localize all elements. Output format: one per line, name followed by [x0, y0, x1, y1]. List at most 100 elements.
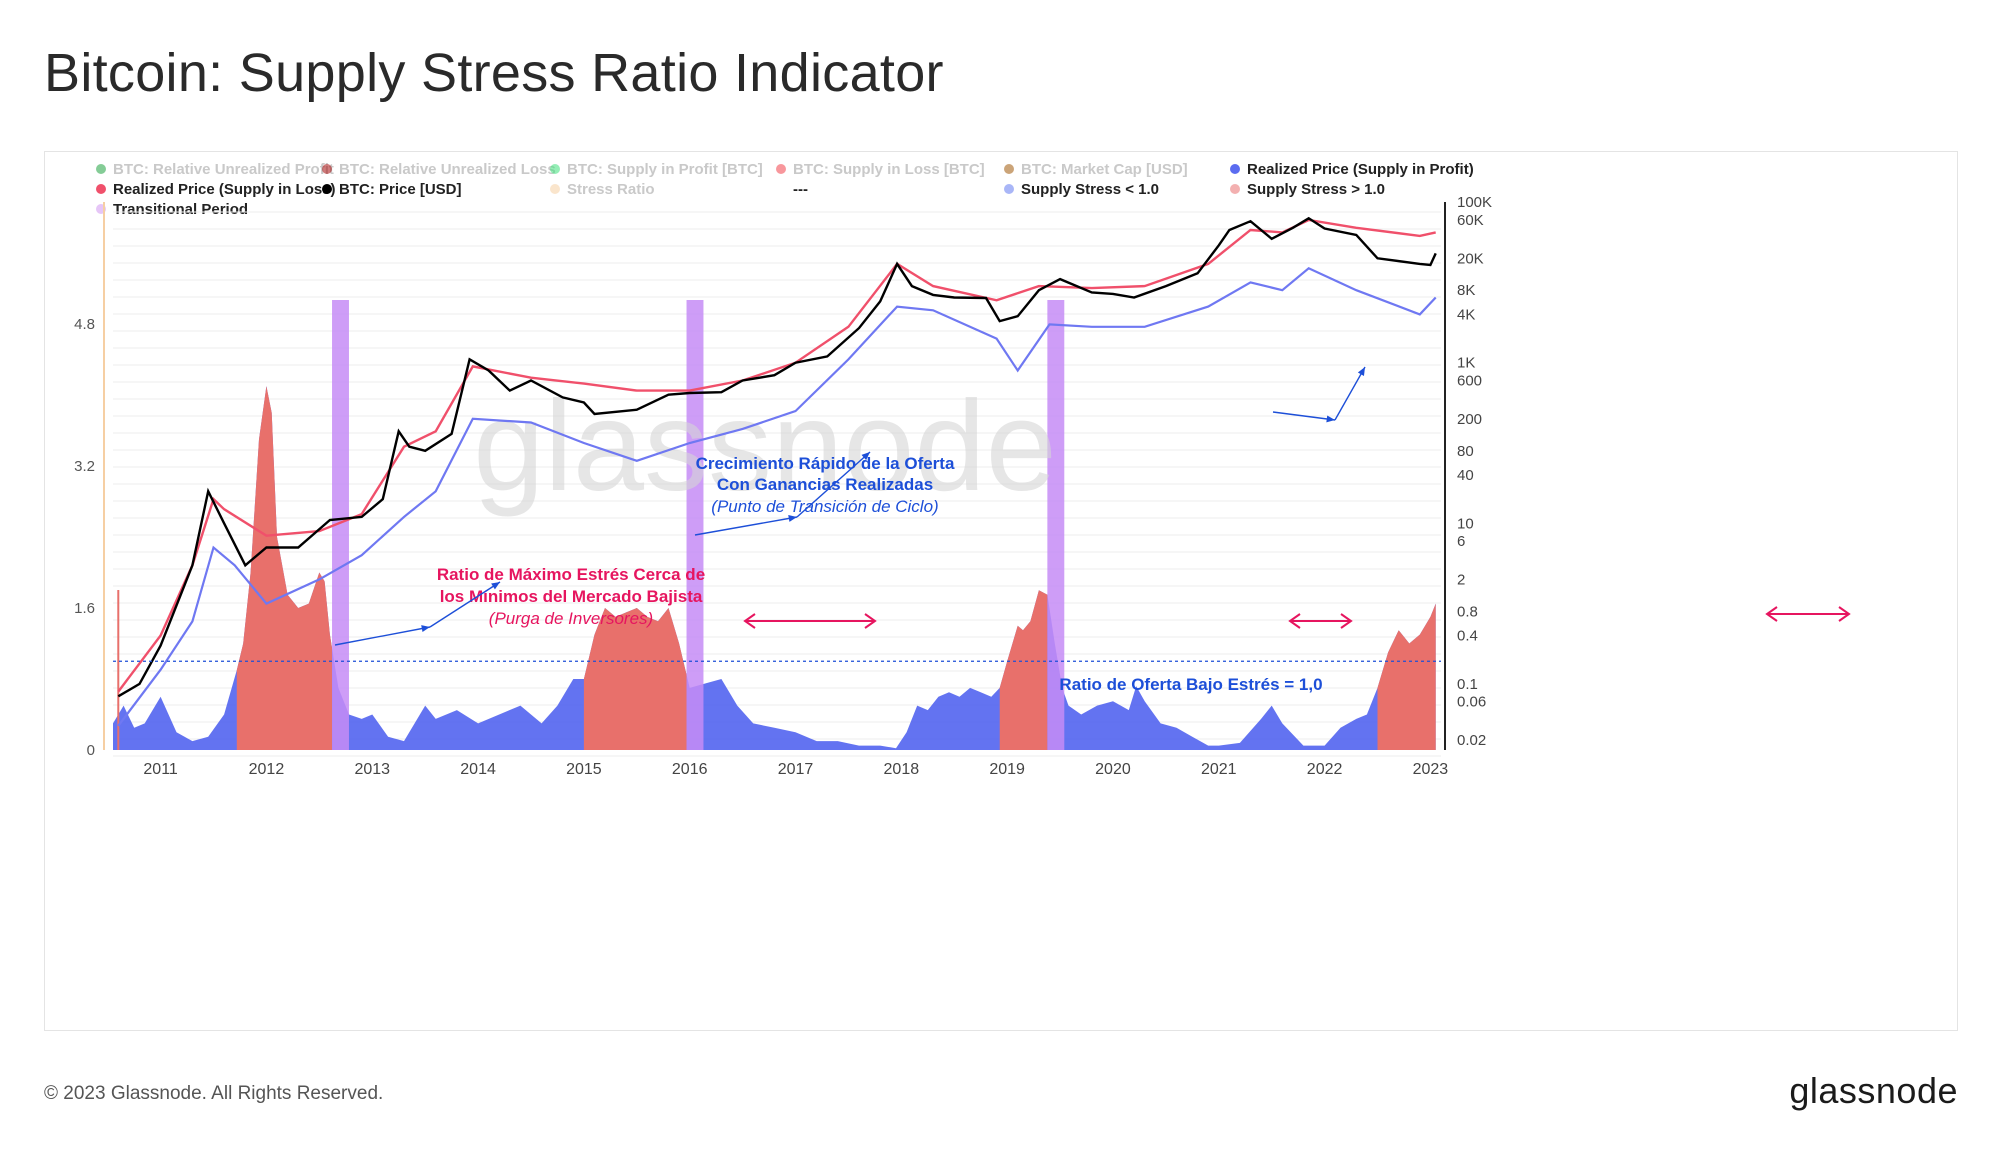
legend-label-4: BTC: Market Cap [USD]	[1021, 161, 1188, 178]
legend-label-9: ---	[793, 181, 808, 198]
y-right-tick-6: 6	[1457, 533, 1465, 550]
arrow-2012-b-head	[491, 582, 500, 590]
range-arrow-2022-head-1	[1838, 606, 1851, 622]
y-right-tick-8K: 8K	[1457, 282, 1475, 299]
legend-label-8: Stress Ratio	[567, 181, 655, 198]
chart-frame: BTC: Relative Unrealized Profit BTC: Rela…	[44, 151, 1958, 1031]
legend-marker-5	[1230, 164, 1240, 174]
y-right-tick-10: 10	[1457, 515, 1474, 532]
arrow-2012-a-head	[421, 625, 430, 632]
arrow-2012-b	[429, 581, 501, 628]
x-tick-2011: 2011	[143, 761, 178, 778]
x-tick-2012: 2012	[249, 761, 285, 778]
x-tick-2023: 2023	[1413, 761, 1449, 778]
y-right-tick-0.1: 0.1	[1457, 676, 1478, 693]
transitional-period-band-2	[1047, 300, 1065, 750]
y-left-tick-1.6: 1.6	[74, 600, 95, 617]
y-right-tick-200: 200	[1457, 411, 1482, 428]
y-right-tick-80: 80	[1457, 443, 1474, 460]
y-right-tick-2: 2	[1457, 571, 1465, 588]
range-arrow-2015-head-1	[864, 613, 877, 629]
annotations: Crecimiento Rápido de la Oferta Con Ganan…	[334, 366, 1851, 694]
y-right-tick-0.02: 0.02	[1457, 732, 1486, 749]
legend-label-10: Supply Stress < 1.0	[1021, 181, 1159, 198]
stress-area-above-1-2	[999, 590, 1048, 750]
x-tick-2016: 2016	[672, 761, 708, 778]
y-right-tick-1K: 1K	[1457, 355, 1475, 372]
legend-label-6: Realized Price (Supply in Loss)	[113, 181, 336, 198]
x-tick-2021: 2021	[1201, 761, 1237, 778]
x-tick-2018: 2018	[884, 761, 920, 778]
x-tick-2015: 2015	[566, 761, 602, 778]
annotation-max-stress-sub: (Purga de Inversores)	[489, 609, 653, 628]
arrow-2019-b-head	[1357, 367, 1365, 376]
annotation-max-stress-2: los Mínimos del Mercado Bajista	[440, 587, 703, 606]
arrow-2019-a-head	[1326, 415, 1335, 423]
annotation-rapid-growth-1: Crecimiento Rápido de la Oferta	[696, 454, 955, 473]
annotation-rapid-growth-2: Con Ganancias Realizadas	[717, 475, 933, 494]
legend-label-3: BTC: Supply in Loss [BTC]	[793, 161, 985, 178]
copyright: © 2023 Glassnode. All Rights Reserved.	[44, 1083, 384, 1104]
arrow-2016-b-head	[861, 452, 870, 461]
transitional-period-band-0	[332, 300, 349, 750]
y-right-tick-40: 40	[1457, 467, 1474, 484]
x-tick-2017: 2017	[778, 761, 814, 778]
arrow-2016-a-head	[788, 514, 797, 522]
arrow-2019-b	[1334, 366, 1366, 421]
range-arrow-2022-head-0	[1765, 606, 1778, 622]
x-tick-2013: 2013	[354, 761, 390, 778]
range-arrow-2019-head-0	[1288, 613, 1301, 629]
legend-label-7: BTC: Price [USD]	[339, 181, 462, 198]
legend-label-11: Supply Stress > 1.0	[1247, 181, 1385, 198]
y-right-tick-600: 600	[1457, 373, 1482, 390]
legend-label-12: Transitional Period	[113, 201, 248, 218]
arrow-2016-b	[796, 451, 871, 518]
legend-marker-7	[322, 184, 332, 194]
legend-marker-2	[550, 164, 560, 174]
chart-svg[interactable]: BTC: Relative Unrealized Profit BTC: Rela…	[45, 152, 1957, 1030]
legend-label-1: BTC: Relative Unrealized Loss	[339, 161, 556, 178]
y-right-tick-0.06: 0.06	[1457, 694, 1486, 711]
y-right-tick-0.8: 0.8	[1457, 603, 1478, 620]
axes: 0 1.6 3.2 4.8 0.02 0.060.1 0.4 0.8 2 610 40 80 200 60…	[74, 194, 1492, 778]
price-lines	[113, 216, 1441, 727]
legend-marker-11	[1230, 184, 1240, 194]
legend-marker-3	[776, 164, 786, 174]
realized-price-profit-line	[117, 267, 1437, 727]
legend-marker-6	[96, 184, 106, 194]
legend-marker-4	[1004, 164, 1014, 174]
annotation-rapid-growth-sub: (Punto de Transición de Ciclo)	[711, 497, 938, 516]
page-title: Bitcoin: Supply Stress Ratio Indicator	[44, 43, 944, 103]
btc-price-line	[117, 216, 1437, 698]
range-arrow-2015-head-0	[743, 613, 756, 629]
stress-area-above-1-3	[1377, 603, 1436, 750]
range-arrow-2019-head-1	[1340, 613, 1353, 629]
legend-label-2: BTC: Supply in Profit [BTC]	[567, 161, 763, 178]
x-tick-2019: 2019	[989, 761, 1025, 778]
y-right-tick-20K: 20K	[1457, 250, 1484, 267]
arrow-2012-a	[334, 626, 431, 646]
y-right-tick-60K: 60K	[1457, 212, 1484, 229]
arrow-2019-a	[1272, 411, 1336, 421]
legend-marker-0	[96, 164, 106, 174]
legend-label-0: BTC: Relative Unrealized Profit	[113, 161, 334, 178]
y-right-tick-0.4: 0.4	[1457, 628, 1478, 645]
stress-area-above-1-1	[583, 608, 687, 750]
y-left-tick-3.2: 3.2	[74, 458, 95, 475]
legend: BTC: Relative Unrealized Profit BTC: Rela…	[96, 161, 1474, 218]
brand-logo[interactable]: glassnode	[1789, 1070, 1958, 1111]
annotation-low-stress: Ratio de Oferta Bajo Estrés = 1,0	[1059, 675, 1322, 694]
x-tick-2022: 2022	[1307, 761, 1343, 778]
legend-marker-1	[322, 164, 332, 174]
legend-label-5: Realized Price (Supply in Profit)	[1247, 161, 1474, 178]
y-right-tick-100K: 100K	[1457, 194, 1492, 211]
x-tick-2020: 2020	[1095, 761, 1131, 778]
y-right-tick-4K: 4K	[1457, 306, 1475, 323]
legend-marker-10	[1004, 184, 1014, 194]
stress-area-above-1-0	[236, 386, 333, 750]
transitional-period-band-1	[686, 300, 704, 750]
legend-marker-8	[550, 184, 560, 194]
annotation-max-stress-1: Ratio de Máximo Estrés Cerca de	[437, 565, 705, 584]
x-tick-2014: 2014	[460, 761, 496, 778]
arrow-2016-a	[694, 516, 798, 536]
